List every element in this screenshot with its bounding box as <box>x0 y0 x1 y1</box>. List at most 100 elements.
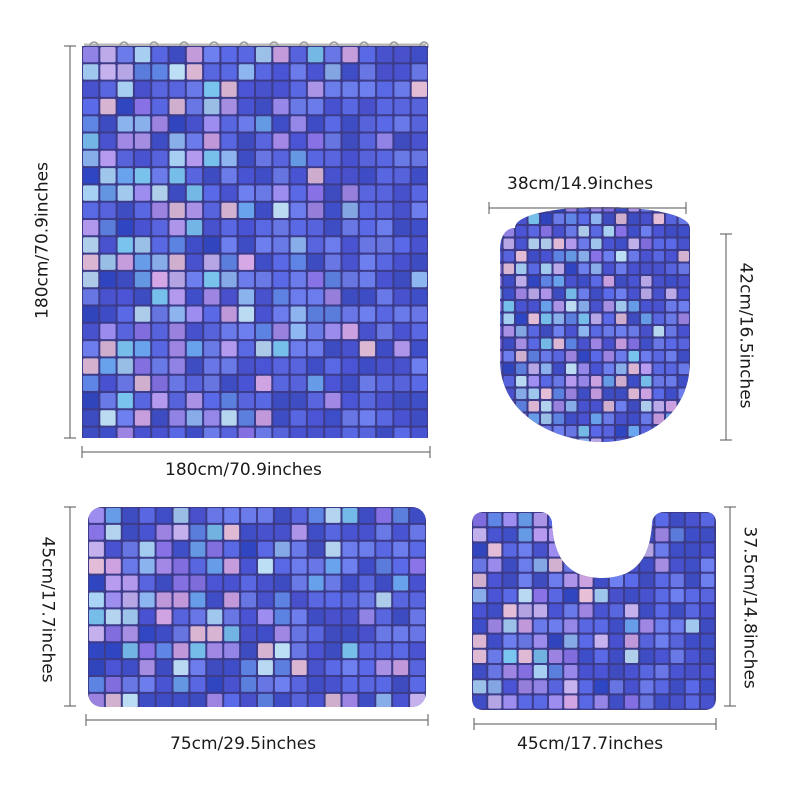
mosaic-tile <box>670 619 684 633</box>
mosaic-tile <box>308 575 324 591</box>
mosaic-tile <box>616 351 627 362</box>
mosaic-tile <box>291 626 307 642</box>
mosaic-tile <box>564 665 578 679</box>
mosaic-tile <box>528 263 539 274</box>
mosaic-tile <box>691 314 702 325</box>
mosaic-tile <box>549 604 563 618</box>
mosaic-tile <box>325 677 341 692</box>
mosaic-tile <box>691 351 702 362</box>
mosaic-tile <box>640 604 654 618</box>
mosaic-tile <box>616 301 627 312</box>
mosaic-tile <box>691 439 702 450</box>
mosaic-tile <box>566 313 577 324</box>
mosaic-tile <box>241 609 256 625</box>
mosaic-tile <box>503 301 514 312</box>
mosaic-tile <box>325 98 341 115</box>
mosaic-tile <box>394 393 410 409</box>
mosaic-tile <box>134 323 151 340</box>
mosaic-tile <box>221 358 237 374</box>
mosaic-tile <box>553 207 564 212</box>
mosaic-tile <box>359 358 376 374</box>
mosaic-tile <box>488 604 502 618</box>
mosaic-tile <box>541 401 552 412</box>
mosaic-tile <box>411 410 427 426</box>
mosaic-tile <box>359 643 375 659</box>
mosaic-tile <box>394 427 410 438</box>
mosaic-tile <box>579 543 593 557</box>
mosaic-tile <box>89 508 104 523</box>
mosaic-tile <box>122 575 138 591</box>
mosaic-tile <box>256 306 272 322</box>
mosaic-tile <box>290 289 306 305</box>
mosaic-tile <box>564 573 578 587</box>
mosaic-tile <box>500 413 502 424</box>
mosaic-tile <box>641 207 652 212</box>
mosaic-tile <box>342 185 358 201</box>
mosaic-tile <box>152 323 168 340</box>
mosaic-tile <box>394 220 410 236</box>
mosaic-tile <box>394 289 410 305</box>
mosaic-tile <box>291 524 307 540</box>
mosaic-tile <box>173 508 189 523</box>
mosaic-tile <box>666 276 677 287</box>
mosaic-tile <box>640 711 653 724</box>
mosaic-tile <box>411 220 427 236</box>
mosaic-tile <box>603 251 614 262</box>
mosaic-tile <box>207 643 223 659</box>
mosaic-tile <box>83 116 99 132</box>
mosaic-tile <box>307 323 324 340</box>
mosaic-tile <box>488 513 502 527</box>
mosaic-tile <box>359 133 376 149</box>
mosaic-tile <box>342 237 358 253</box>
mosaic-tile <box>256 133 272 149</box>
mosaic-tile <box>134 237 151 253</box>
mosaic-tile <box>156 558 172 574</box>
mosaic-tile <box>641 226 652 237</box>
mosaic-tile <box>204 393 220 409</box>
mosaic-tile <box>156 524 172 540</box>
mosaic-tile <box>359 289 376 305</box>
mosaic-tile <box>516 326 527 337</box>
mosaic-tile <box>359 575 375 591</box>
mosaic-tile <box>516 351 527 362</box>
mosaic-tile <box>207 677 223 692</box>
mosaic-tile <box>152 289 168 305</box>
mosaic-tile <box>594 558 608 572</box>
mosaic-tile <box>307 202 324 218</box>
mosaic-tile <box>376 643 392 659</box>
mosaic-tile <box>273 150 289 167</box>
mosaic-tile <box>579 634 593 648</box>
mosaic-tile <box>139 592 155 608</box>
mosaic-tile <box>685 513 699 527</box>
mosaic-tile <box>274 592 290 608</box>
mosaic-tile <box>500 388 502 399</box>
mosaic-tile <box>609 573 623 587</box>
mosaic-tile <box>655 573 669 587</box>
mosaic-tile <box>641 413 652 424</box>
mosaic-tile <box>670 528 684 542</box>
mosaic-tile <box>666 426 677 437</box>
mosaic-tile <box>359 220 376 236</box>
mosaic-tile <box>566 213 577 224</box>
mosaic-tile <box>503 288 514 299</box>
mosaic-tile <box>393 626 409 642</box>
mosaic-tile <box>716 711 729 724</box>
mosaic-tile <box>616 276 627 287</box>
mosaic-tile <box>591 376 602 387</box>
mosaic-tile <box>533 619 547 633</box>
mosaic-tile <box>549 695 563 709</box>
mosaic-tile <box>549 634 563 648</box>
mosaic-tile <box>258 508 273 523</box>
mosaic-tile <box>258 660 273 675</box>
mosaic-tile <box>616 413 627 424</box>
mosaic-tile <box>553 388 564 399</box>
mosaic-tile <box>376 575 392 591</box>
mosaic-tile <box>394 168 410 184</box>
mosaic-tile <box>579 649 593 663</box>
mosaic-tile <box>578 207 589 212</box>
mosaic-tile <box>578 263 589 274</box>
mosaic-tile <box>207 609 223 625</box>
mosaic-tile <box>628 276 639 287</box>
mosaic-tile <box>291 693 307 707</box>
mosaic-tile <box>190 508 206 523</box>
